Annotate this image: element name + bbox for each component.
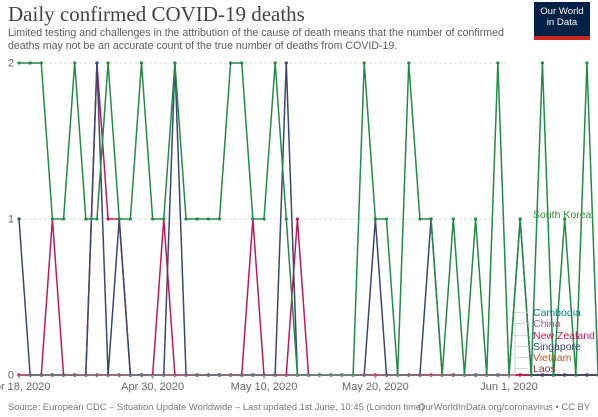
data-point xyxy=(128,217,132,221)
logo-line-1: Our World xyxy=(540,6,584,17)
data-point xyxy=(418,217,422,221)
data-point xyxy=(95,61,99,65)
x-tick-label: Jun 1, 2020 xyxy=(480,381,538,393)
data-point xyxy=(429,217,433,221)
x-tick-label: May 10, 2020 xyxy=(231,381,298,393)
owid-logo[interactable]: Our World in Data xyxy=(534,2,590,40)
data-point xyxy=(184,217,188,221)
data-point xyxy=(273,61,277,65)
axes: 0 1 2 Apr 18, 2020 Apr 30, 2020 May 10, 2020 M… xyxy=(0,58,538,394)
data-point xyxy=(84,217,88,221)
data-point xyxy=(473,217,478,221)
data-point xyxy=(61,217,66,221)
legend-connector xyxy=(510,368,528,376)
data-point xyxy=(407,61,411,65)
data-point xyxy=(384,217,389,221)
data-point xyxy=(195,217,199,221)
data-point xyxy=(17,217,21,221)
legend-connector xyxy=(510,346,528,376)
y-tick-label: 1 xyxy=(8,214,14,226)
data-point xyxy=(151,217,155,221)
data-point xyxy=(28,61,32,65)
legend-connector xyxy=(510,335,528,376)
legend-label: Vietnam xyxy=(533,352,572,364)
data-point xyxy=(17,61,21,65)
legend-label: Singapore xyxy=(533,341,581,353)
legend-label: China xyxy=(533,318,561,330)
x-tick-label: May 20, 2020 xyxy=(342,381,409,393)
data-point xyxy=(173,61,177,65)
data-point xyxy=(162,217,166,221)
data-point xyxy=(563,373,567,377)
legend-label: Laos xyxy=(533,363,556,375)
data-point xyxy=(106,61,110,65)
x-tick-label: Apr 18, 2020 xyxy=(0,381,51,393)
logo-line-2: in Data xyxy=(546,17,578,28)
chart-subtitle: Limited testing and challenges in the at… xyxy=(8,27,504,52)
series-line xyxy=(19,62,598,376)
x-tick-label: Apr 30, 2020 xyxy=(121,381,184,393)
data-point xyxy=(284,61,288,65)
data-point xyxy=(217,217,222,221)
footer-link[interactable]: OurWorldInData.org/coronavirus • CC BY xyxy=(418,401,590,412)
data-point xyxy=(39,61,43,65)
data-point xyxy=(529,373,533,377)
data-point xyxy=(106,217,110,221)
data-point xyxy=(373,217,377,221)
data-point xyxy=(284,217,288,221)
logo-accent-bar xyxy=(534,36,590,40)
data-point xyxy=(585,373,589,377)
data-point xyxy=(518,217,522,221)
data-point xyxy=(540,61,545,65)
data-point xyxy=(451,217,455,221)
data-point xyxy=(496,61,500,65)
y-tick-label: 2 xyxy=(8,58,14,70)
data-point xyxy=(50,217,55,221)
legend-label: New Zealand xyxy=(533,330,595,342)
y-tick-label: 0 xyxy=(8,370,14,382)
data-point xyxy=(518,373,522,377)
source-note: Source: European CDC – Situation Update … xyxy=(8,401,425,412)
data-point xyxy=(551,373,556,377)
data-point xyxy=(228,61,233,65)
data-point xyxy=(295,217,300,221)
data-point xyxy=(262,217,266,221)
data-point xyxy=(206,217,210,221)
data-point xyxy=(251,217,255,221)
data-point xyxy=(563,217,567,221)
data-point xyxy=(117,217,121,221)
data-point xyxy=(95,217,99,221)
data-point xyxy=(362,61,366,65)
data-point xyxy=(585,61,589,65)
data-point xyxy=(574,373,578,377)
data-point xyxy=(73,61,77,65)
series-south-korea xyxy=(17,61,598,377)
data-point xyxy=(540,373,545,377)
legend-label: South Korea xyxy=(533,209,592,221)
data-point xyxy=(240,61,244,65)
chart-title: Daily confirmed COVID-19 deaths xyxy=(8,2,305,26)
legend-label: Cambodia xyxy=(533,307,581,319)
data-point xyxy=(139,61,144,65)
legend-connector xyxy=(510,357,528,376)
